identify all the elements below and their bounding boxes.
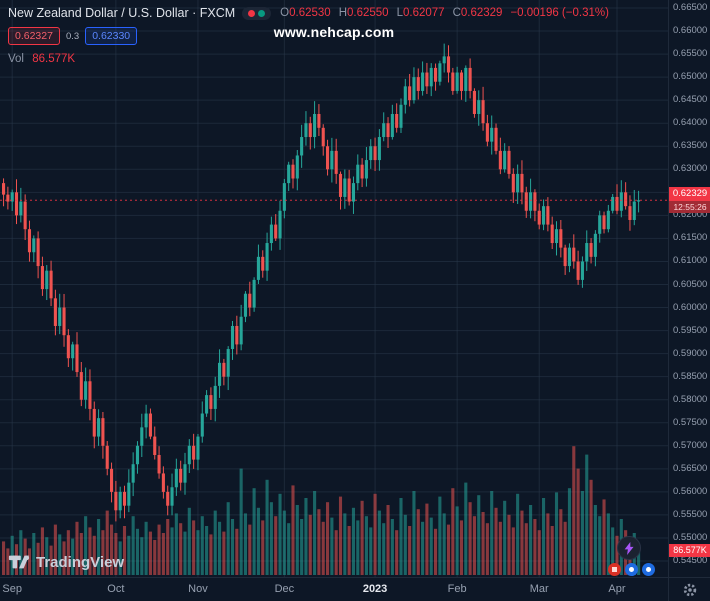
price-tick-label: 0.61500 [673,232,708,244]
last-price-value: 0.62329 [669,187,710,201]
price-tick-label: 0.59500 [673,324,708,336]
time-tick-label: Oct [107,583,125,595]
time-tick-label: Dec [274,583,295,595]
price-tick-label: 0.56500 [673,462,708,474]
sell-bid-button[interactable]: 0.62327 [8,27,60,45]
bar-countdown: 12:55:26 [669,201,710,213]
grid [0,0,668,577]
price-axis[interactable]: 0.62329 12:55:26 86.577K 0.66500 0.66000 0… [668,0,710,577]
change-value: −0.00196 (−0.31%) [510,7,609,19]
volume-axis-badge: 86.577K [669,544,710,557]
price-tick-label: 0.57000 [673,439,708,451]
price-tick-label: 0.63000 [673,163,708,175]
time-tick-label: Feb [447,583,467,595]
chart-canvas[interactable] [0,0,668,577]
high-value: H0.62550 [338,7,389,19]
time-tick-label: 2023 [362,583,388,595]
tradingview-logo-icon [8,555,30,569]
sticker-icons [608,563,655,576]
price-tick-label: 0.57500 [673,416,708,428]
chart-legend: New Zealand Dollar / U.S. Dollar · FXCM … [8,6,609,65]
time-tick-label: Apr [608,583,626,595]
tradingview-logo[interactable]: TradingView [8,551,124,573]
price-tick-label: 0.54500 [673,555,708,566]
price-tick-label: 0.63500 [673,140,708,152]
symbol-row: New Zealand Dollar / U.S. Dollar · FXCM … [8,6,609,20]
price-tick-label: 0.65500 [673,48,708,60]
sticker-icon-red[interactable] [608,563,621,576]
price-tick-label: 0.59000 [673,347,708,359]
price-tick-label: 0.58500 [673,370,708,382]
sticker-icon-blue-2[interactable] [642,563,655,576]
ohlc-values: O0.62530 H0.62550 L0.62077 C0.62329 −0.0… [280,7,609,19]
price-tick-label: 0.64000 [673,117,708,129]
price-tick-label: 0.58000 [673,393,708,405]
price-tick-label: 0.61000 [673,255,708,267]
price-tick-label: 0.56000 [673,485,708,497]
sticker-icon-blue-1[interactable] [625,563,638,576]
time-axis[interactable]: Sep Oct Nov Dec 2023 Feb Mar Apr [0,577,710,601]
price-tick-label: 0.66500 [673,2,708,13]
quote-row: 0.62327 0.3 0.62330 [8,27,609,45]
price-tick-label: 0.66000 [673,25,708,37]
price-tick-label: 0.62000 [673,209,708,221]
volume-label: Vol [8,53,24,65]
price-tick-label: 0.65000 [673,71,708,83]
price-tick-label: 0.55000 [673,531,708,543]
watermark-text: www.nehcap.com [273,24,395,40]
quick-action-button[interactable] [617,536,641,560]
time-tick-label: Mar [529,583,549,595]
market-status-red-dot [248,9,256,17]
time-tick-label: Nov [188,583,208,595]
low-value: L0.62077 [396,7,445,19]
price-tick-label: 0.55500 [673,508,708,520]
gear-icon[interactable] [682,582,698,598]
time-tick-label: Sep [2,583,22,595]
market-status-green-dot [258,9,266,17]
open-value: O0.62530 [280,7,331,19]
volume-row: Vol 86.577K [8,53,609,65]
buy-ask-button[interactable]: 0.62330 [85,27,138,45]
price-tick-label: 0.64500 [673,94,708,106]
last-price-label: 0.62329 12:55:26 [669,187,710,213]
price-tick-label: 0.60000 [673,301,708,313]
market-status-pill[interactable] [242,6,272,20]
volume-series [2,446,641,575]
axis-settings-corner[interactable] [668,578,710,601]
price-tick-label: 0.60500 [673,278,708,290]
candlestick-series [2,43,641,522]
volume-value: 86.577K [32,53,76,65]
symbol-title[interactable]: New Zealand Dollar / U.S. Dollar · FXCM [8,6,236,20]
lightning-icon [624,541,634,555]
spread-value: 0.3 [65,30,80,42]
tradingview-logo-text: TradingView [36,553,125,571]
close-value: C0.62329 [452,7,503,19]
